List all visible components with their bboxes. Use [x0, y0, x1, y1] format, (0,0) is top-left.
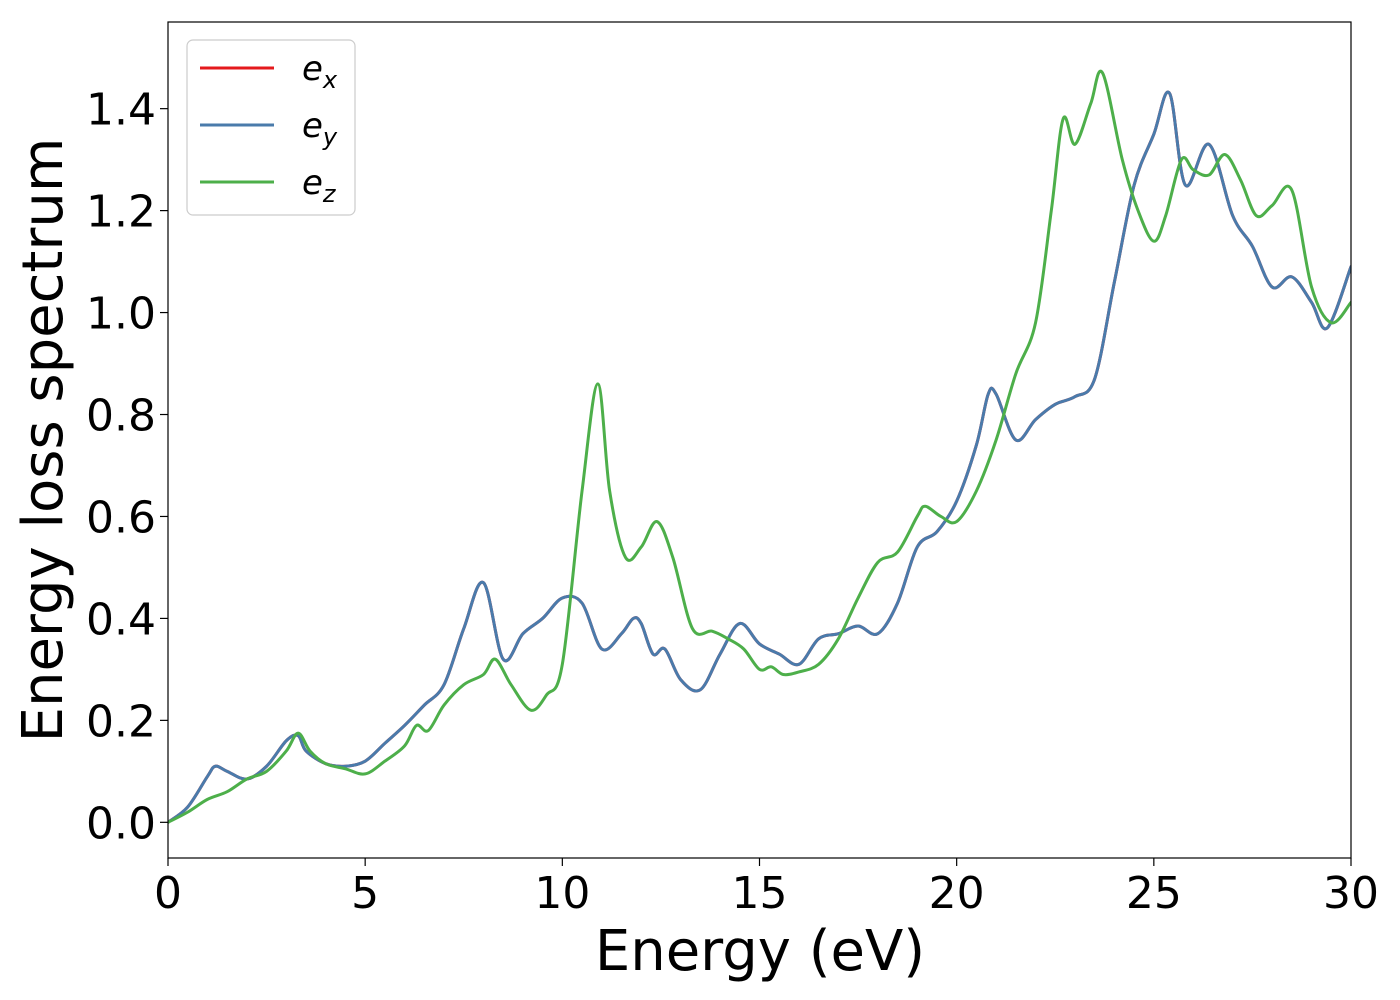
series-line-z — [168, 69, 1351, 824]
y-tick-label: 0.4 — [86, 594, 156, 645]
legend-label-x: ex — [302, 49, 338, 94]
y-tick-label: 1.0 — [86, 289, 156, 340]
series-line-y — [168, 90, 1351, 824]
x-tick-label: 20 — [929, 868, 985, 919]
plot-background — [168, 22, 1351, 858]
legend-label-z: ez — [302, 163, 337, 208]
x-tick-label: 30 — [1323, 868, 1379, 919]
x-axis-ticks: 0 5 10 15 20 25 30 — [154, 858, 1379, 919]
x-axis-label: Energy (eV) — [595, 919, 925, 984]
x-tick-label: 0 — [154, 868, 182, 919]
x-tick-label: 10 — [534, 868, 590, 919]
x-tick-label: 15 — [732, 868, 788, 919]
legend-box — [186, 39, 356, 216]
y-tick-label: 0.6 — [86, 492, 156, 543]
x-tick-label: 25 — [1126, 868, 1182, 919]
y-tick-label: 1.4 — [86, 85, 156, 136]
legend-label-y: ey — [302, 106, 338, 151]
plot-area — [167, 21, 1352, 859]
x-tick-label: 5 — [351, 868, 379, 919]
y-tick-label: 0.8 — [86, 391, 156, 442]
y-tick-label: 0.2 — [86, 696, 156, 747]
y-axis-label: Energy loss spectrum — [11, 138, 76, 743]
y-axis-ticks: 0.0 0.2 0.4 0.6 0.8 1.0 1.2 1.4 — [86, 85, 168, 849]
y-tick-label: 0.0 — [86, 798, 156, 849]
y-tick-label: 1.2 — [86, 187, 156, 238]
series-lines — [168, 69, 1351, 824]
legend: ex ey ez — [186, 39, 356, 216]
